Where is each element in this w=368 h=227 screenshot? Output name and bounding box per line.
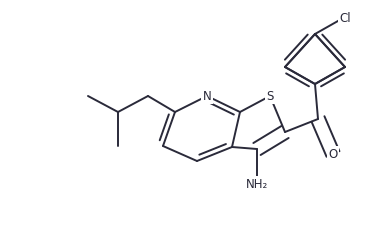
Text: O: O <box>328 148 337 161</box>
Text: N: N <box>203 90 211 103</box>
Text: S: S <box>266 90 274 103</box>
Text: Cl: Cl <box>339 11 351 24</box>
Text: NH₂: NH₂ <box>246 178 268 191</box>
